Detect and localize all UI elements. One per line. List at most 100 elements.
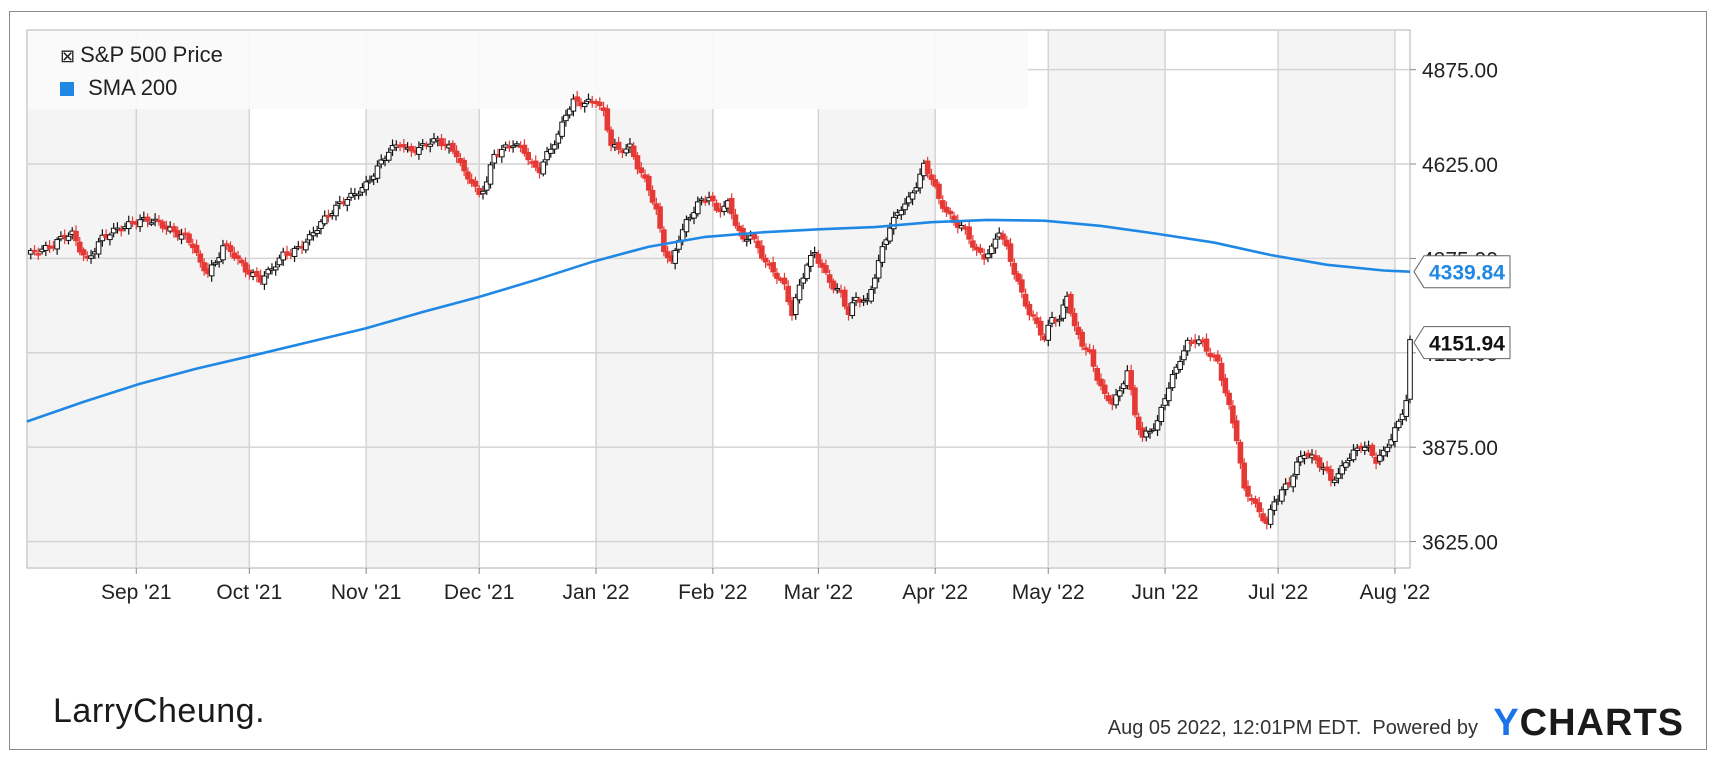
candle-body (1328, 469, 1334, 481)
candle-body (344, 199, 351, 206)
candle-body (1169, 374, 1176, 389)
candle-body (1245, 485, 1251, 497)
candle-body (811, 252, 818, 255)
candle-body (1162, 398, 1168, 406)
candle-body (1203, 338, 1210, 352)
candle-body (1252, 498, 1259, 504)
candle-body (581, 103, 588, 108)
candle-body (438, 138, 445, 147)
candle-body (1105, 395, 1112, 402)
candle-body (472, 180, 479, 187)
candle-body (1037, 320, 1044, 336)
candle-body (1060, 304, 1067, 319)
candle-body (755, 240, 761, 249)
candle-body (585, 98, 592, 102)
candle-body (276, 257, 283, 266)
candle-body (985, 253, 991, 259)
candle-body (751, 234, 758, 240)
candle-body (1083, 347, 1089, 351)
candle-body (615, 141, 622, 150)
x-tick-label: Jan '22 (562, 581, 629, 604)
legend-price[interactable]: ⊠ S&P 500 Price (60, 42, 223, 68)
candle-body (826, 274, 833, 283)
candle-body (728, 197, 735, 215)
candle-body (559, 121, 565, 137)
candle-body (65, 235, 72, 241)
candle-body (265, 268, 271, 275)
y-tick-label: 4625.00 (1422, 154, 1498, 177)
candle-body (800, 277, 807, 284)
candle-body (303, 241, 309, 251)
candle-body (649, 189, 656, 203)
plot-area (26, 29, 1411, 569)
candle-body (1090, 349, 1097, 367)
candle-body (970, 240, 976, 248)
candle-body (1294, 461, 1300, 475)
candle-body (702, 200, 709, 203)
sma-value-flag-box (1413, 255, 1511, 289)
candle-body (193, 244, 200, 254)
x-tick-label: Nov '21 (331, 581, 402, 604)
candle-body (1184, 339, 1191, 352)
candle-body (630, 145, 637, 158)
candle-body (401, 144, 407, 148)
candle-body (683, 219, 690, 233)
month-band (366, 31, 480, 567)
candle-body (1290, 475, 1296, 488)
candle-body (1068, 293, 1074, 314)
legend-backdrop (28, 31, 1028, 109)
candle-body (657, 206, 663, 229)
candle-body (197, 253, 204, 263)
candle-body (1075, 326, 1082, 336)
candle-body (1079, 331, 1085, 347)
candle-body (661, 229, 667, 253)
candle-body (465, 171, 471, 180)
candle-body (514, 143, 520, 146)
candle-body (672, 249, 678, 264)
candle-body (374, 165, 381, 179)
candle-body (936, 183, 942, 199)
x-tick-label: Dec '21 (444, 581, 515, 604)
legend-sma[interactable]: SMA 200 (60, 75, 177, 101)
candle-body (566, 108, 573, 116)
ycharts-logo[interactable]: YCHARTS (1493, 702, 1684, 745)
candle-body (416, 146, 422, 155)
candle-body (890, 216, 897, 230)
candle-body (54, 239, 60, 250)
last-price-flag-box (1413, 326, 1511, 360)
candle-body (1297, 456, 1304, 463)
y-tick-label: 3625.00 (1422, 532, 1498, 555)
candle-body (932, 179, 938, 187)
x-tick-label: Jun '22 (1132, 581, 1199, 604)
candle-body (1113, 394, 1119, 406)
candle-body (1230, 405, 1236, 424)
candle-body (785, 285, 792, 303)
candle-body (76, 241, 83, 253)
candle-body (1098, 378, 1104, 387)
author-logo-text: LarryCheung. (53, 692, 266, 730)
candle-body (1233, 420, 1240, 442)
candle-body (318, 221, 324, 229)
square-icon (60, 82, 74, 96)
last-price-flag-text: 4151.94 (1429, 333, 1505, 356)
candle-body (1354, 447, 1361, 451)
candle-body (732, 214, 739, 226)
candle-body (808, 254, 814, 267)
candle-body (774, 272, 780, 279)
candle-body (1222, 377, 1229, 394)
candle-body (1000, 233, 1006, 240)
candle-body (314, 230, 320, 234)
candle-body (1015, 273, 1021, 282)
candle-body (917, 173, 923, 189)
candle-body (596, 101, 603, 107)
candle-body (570, 98, 577, 112)
x-tick-label: Jul '22 (1248, 581, 1308, 604)
candle-body (1279, 489, 1285, 502)
candle-body (1128, 370, 1134, 390)
candle-body (713, 202, 720, 211)
candle-body (212, 262, 219, 265)
candle-body (1173, 366, 1180, 374)
candle-body (499, 148, 505, 158)
candle-body (450, 142, 456, 152)
candle-body (261, 275, 268, 285)
